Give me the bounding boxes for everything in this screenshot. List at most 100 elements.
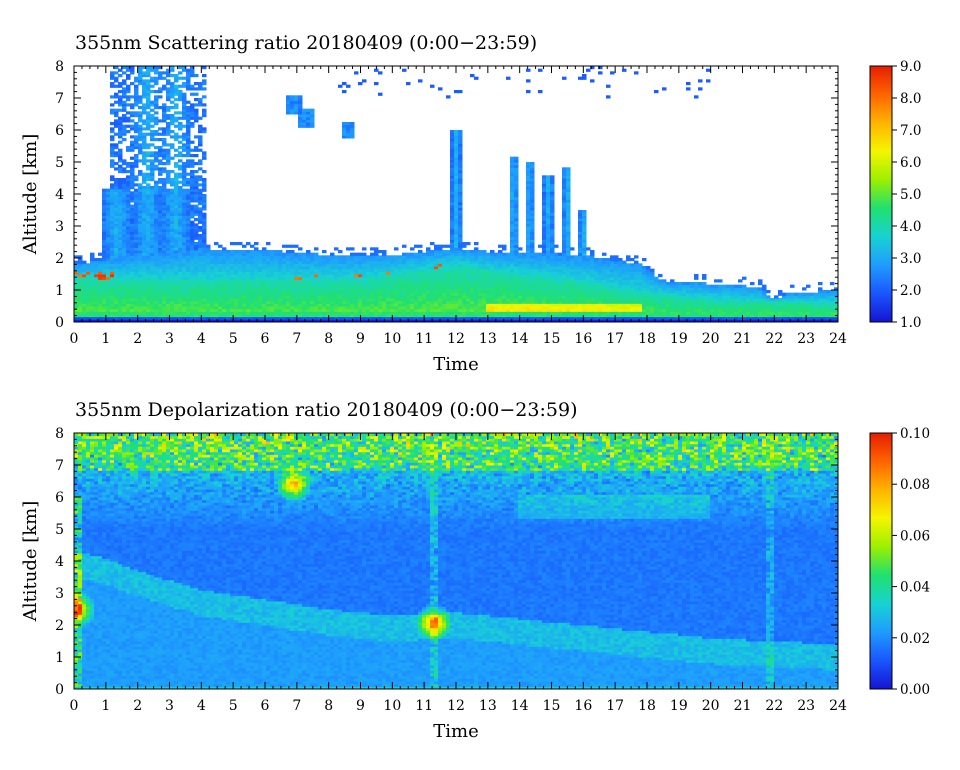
heatmap-cell [246,306,251,310]
heatmap-cell [182,314,187,318]
heatmap-cell [830,303,835,307]
heatmap-cell [206,244,211,248]
heatmap-cell [414,311,419,315]
heatmap-cell [458,284,463,288]
heatmap-cell [542,290,547,294]
heatmap-cell [494,308,499,312]
heatmap-cell [322,306,327,310]
heatmap-cell [274,287,279,291]
heatmap-cell [238,290,243,294]
heatmap-cell [406,308,411,312]
heatmap-cell [490,287,495,291]
heatmap-cell [754,314,759,318]
heatmap-cell [654,316,659,320]
heatmap-cell [666,300,671,304]
heatmap-cell [722,314,727,318]
heatmap-cell [246,284,251,288]
heatmap-cell [122,287,127,291]
heatmap-cell [170,311,175,315]
heatmap-cell [778,298,783,302]
heatmap-cell [646,290,651,294]
heatmap-cell [750,311,755,315]
heatmap-cell [166,319,171,323]
heatmap-cell [614,316,619,320]
heatmap-cell [266,314,271,318]
heatmap-cell [662,319,667,323]
heatmap-cell [146,316,151,320]
heatmap-cell [434,300,439,304]
heatmap-cell [326,284,331,288]
heatmap-cell [294,244,299,248]
heatmap-cell [230,292,235,296]
heatmap-cell [106,316,111,320]
heatmap-cell [554,319,559,323]
heatmap-cell [182,308,187,312]
heatmap-cell [154,308,159,312]
heatmap-cell [606,290,611,294]
heatmap-cell [250,300,255,304]
heatmap-cell [334,292,339,296]
heatmap-cell [782,295,787,299]
heatmap-cell [306,284,311,288]
heatmap-cell [242,314,247,318]
heatmap-cell [454,284,459,288]
heatmap-cell [710,319,715,323]
heatmap-cell [754,300,759,304]
heatmap-cell [130,314,135,318]
heatmap-cell [98,258,103,262]
heatmap-cell [242,295,247,299]
heatmap-cell [650,319,655,323]
heatmap-cell [646,266,651,270]
heatmap-cell [690,314,695,318]
heatmap-cell [650,268,655,272]
heatmap-cell [318,284,323,288]
heatmap-cell [686,308,691,312]
heatmap-cell [814,311,819,315]
heatmap-cell [586,295,591,299]
heatmap-cell [630,306,635,310]
heatmap-cell [438,303,443,307]
heatmap-cell [194,298,199,302]
heatmap-cell [118,306,123,310]
heatmap-cell [554,287,559,291]
heatmap-cell [654,306,659,310]
heatmap-cell [478,292,483,296]
heatmap-cell [302,303,307,307]
heatmap-cell [614,319,619,323]
heatmap-cell [730,295,735,299]
heatmap-cell [586,314,591,318]
heatmap-cell [494,295,499,299]
heatmap-cell [594,287,599,291]
heatmap-cell [218,300,223,304]
heatmap-cell [170,292,175,296]
heatmap-cell [122,292,127,296]
heatmap-cell [602,316,607,320]
heatmap-cell [614,290,619,294]
heatmap-cell [558,319,563,323]
heatmap-cell [246,250,251,254]
heatmap-cell [546,287,551,291]
heatmap-cell [366,303,371,307]
heatmap-cell [162,295,167,299]
heatmap-cell [214,300,219,304]
heatmap-cell [250,314,255,318]
heatmap-cell [410,316,415,320]
heatmap-cell [598,308,603,312]
heatmap-cell [270,287,275,291]
heatmap-cell [622,298,627,302]
heatmap-cell [214,290,219,294]
heatmap-cell [402,252,407,256]
heatmap-cell [350,287,355,291]
heatmap-cell [430,242,435,246]
heatmap-cell [354,300,359,304]
heatmap-cell [254,287,259,291]
heatmap-cell [594,292,599,296]
heatmap-cell [662,306,667,310]
heatmap-cell [270,311,275,315]
heatmap-cell [474,300,479,304]
heatmap-cell [470,250,475,254]
heatmap-cell [682,290,687,294]
heatmap-cell [406,284,411,288]
heatmap-cell [234,311,239,315]
heatmap-cell [474,295,479,299]
